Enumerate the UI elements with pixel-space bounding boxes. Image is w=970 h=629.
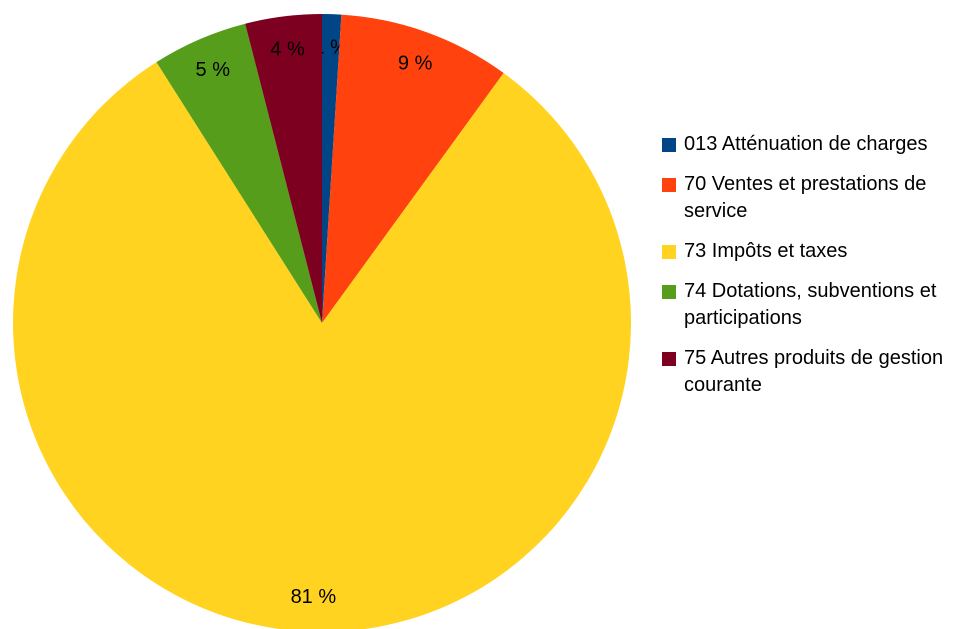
legend-label: 73 Impôts et taxes bbox=[684, 240, 848, 262]
legend-item: 75 Autres produits de gestion courante bbox=[662, 345, 962, 399]
legend-swatch bbox=[662, 352, 676, 366]
legend-item: 70 Ventes et prestations de service bbox=[662, 171, 962, 225]
legend-swatch bbox=[662, 138, 676, 152]
pie-slice bbox=[322, 14, 342, 323]
legend-label: 75 Autres produits de gestion courante bbox=[684, 347, 944, 396]
data-label: 4 % bbox=[270, 38, 305, 60]
legend-item: 013 Atténuation de charges bbox=[662, 131, 962, 158]
legend-swatch bbox=[662, 285, 676, 299]
legend: 013 Atténuation de charges 70 Ventes et p… bbox=[662, 131, 962, 412]
legend-label: 70 Ventes et prestations de service bbox=[684, 173, 927, 222]
legend-label: 74 Dotations, subventions et participati… bbox=[684, 280, 937, 329]
legend-swatch bbox=[662, 245, 676, 259]
legend-item: 74 Dotations, subventions et participati… bbox=[662, 278, 962, 332]
data-label: 9 % bbox=[398, 53, 433, 75]
pie-slice bbox=[13, 62, 632, 629]
legend-swatch bbox=[662, 178, 676, 192]
legend-item: 73 Impôts et taxes bbox=[662, 238, 962, 265]
pie-slice bbox=[245, 13, 322, 323]
data-label: 5 % bbox=[196, 59, 231, 81]
legend-label: 013 Atténuation de charges bbox=[684, 133, 928, 155]
pie-slice bbox=[156, 23, 322, 324]
pie-slice bbox=[322, 14, 504, 323]
data-label: 81 % bbox=[291, 586, 337, 608]
